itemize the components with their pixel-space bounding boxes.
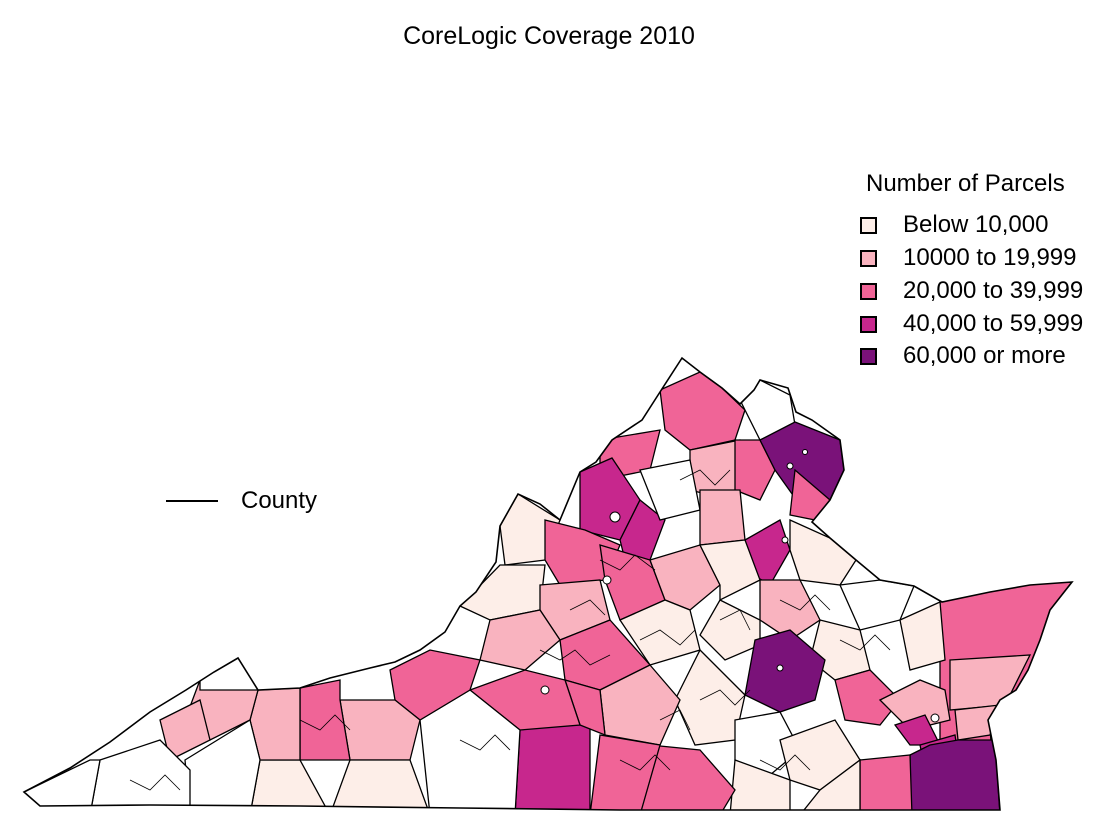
legend-label: Below 10,000 <box>903 211 1049 238</box>
legend-item-below-10000: Below 10,000 <box>860 211 1049 238</box>
boundary-legend-label: County <box>241 487 318 514</box>
boundary-line-sample <box>166 500 218 502</box>
legend-item-40000-59999: 40,000 to 59,999 <box>860 310 1084 337</box>
legend-title: Number of Parcels <box>866 170 1065 197</box>
legend-swatch <box>860 315 877 333</box>
county-boundary-legend: County <box>166 486 317 516</box>
county-boundaries <box>129 469 891 791</box>
legend-label: 20,000 to 39,999 <box>903 277 1084 304</box>
legend-label: 10000 to 19,999 <box>903 244 1077 271</box>
legend-swatch <box>860 216 877 234</box>
legend-swatch <box>860 249 877 267</box>
legend-swatch <box>860 282 877 300</box>
legend-label: 40,000 to 59,999 <box>903 310 1084 337</box>
legend-item-60000-or-more: 60,000 or more <box>860 342 1066 369</box>
map-title: CoreLogic Coverage 2010 <box>403 22 695 50</box>
legend-item-10000-19999: 10000 to 19,999 <box>860 244 1077 271</box>
legend-item-20000-39999: 20,000 to 39,999 <box>860 277 1084 304</box>
legend-label: 60,000 or more <box>903 342 1066 369</box>
city-markers <box>540 449 940 723</box>
county-fills <box>24 358 1072 810</box>
legend-swatch <box>860 347 877 365</box>
